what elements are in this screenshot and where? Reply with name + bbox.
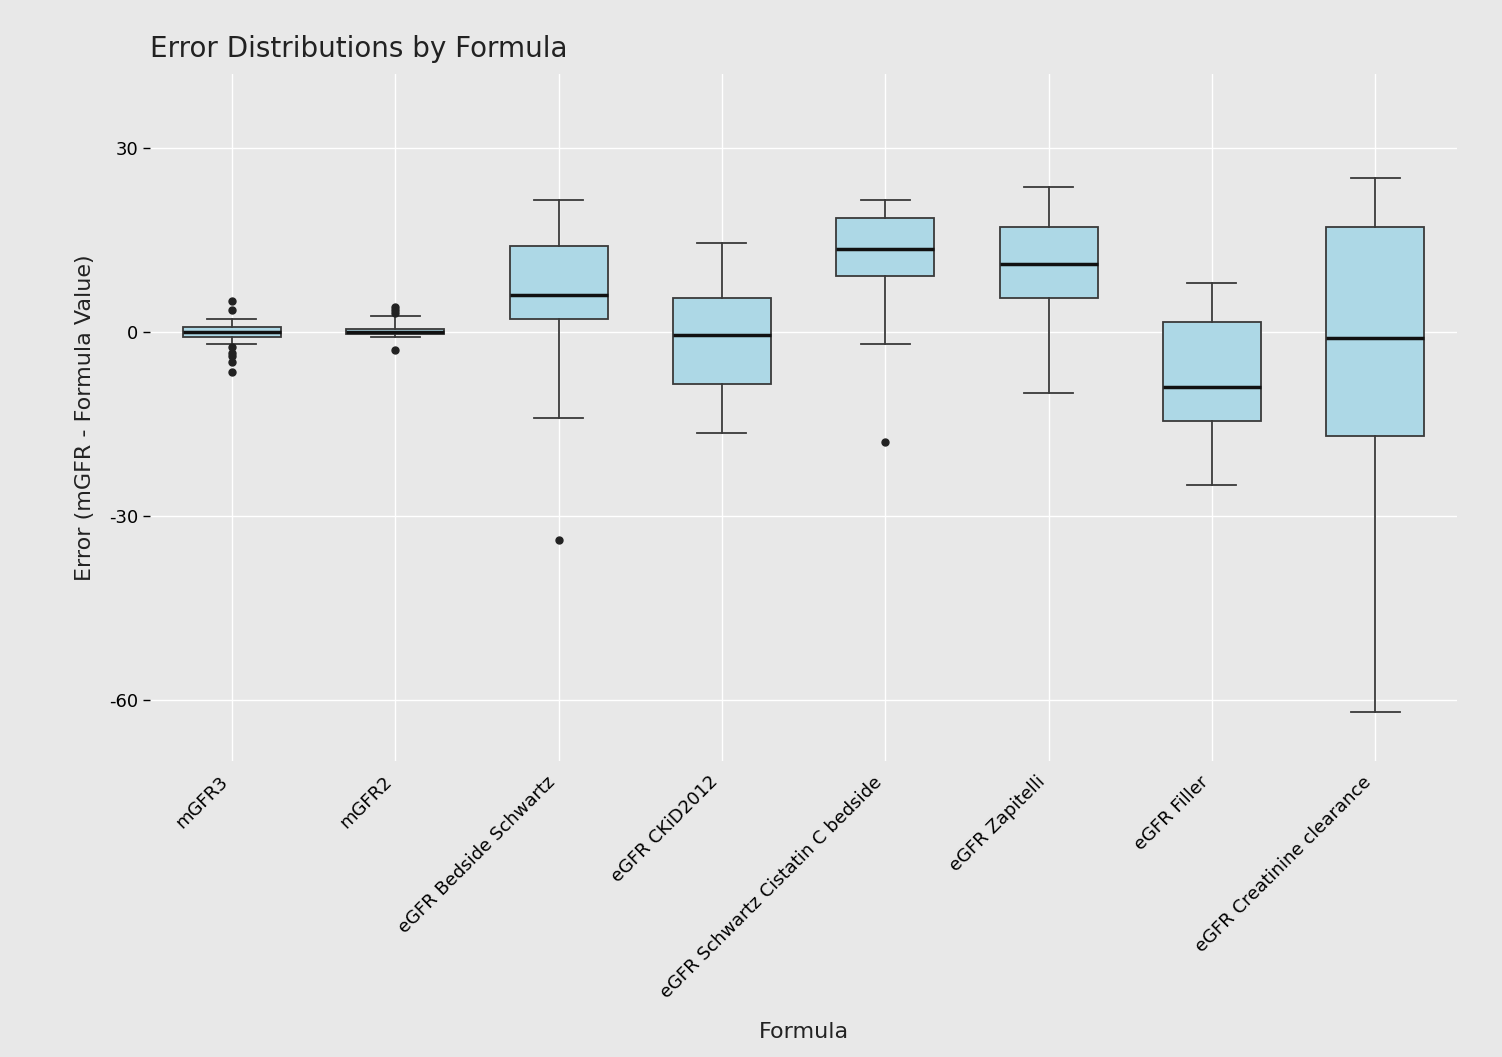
- PathPatch shape: [1326, 227, 1424, 435]
- PathPatch shape: [345, 329, 445, 334]
- Y-axis label: Error (mGFR - Formula Value): Error (mGFR - Formula Value): [75, 254, 95, 581]
- Text: Error Distributions by Formula: Error Distributions by Formula: [150, 35, 568, 63]
- X-axis label: Formula: Formula: [759, 1022, 849, 1042]
- PathPatch shape: [673, 298, 771, 384]
- PathPatch shape: [509, 245, 608, 319]
- PathPatch shape: [183, 327, 281, 336]
- PathPatch shape: [1000, 227, 1098, 298]
- PathPatch shape: [1163, 322, 1260, 421]
- PathPatch shape: [837, 218, 934, 277]
